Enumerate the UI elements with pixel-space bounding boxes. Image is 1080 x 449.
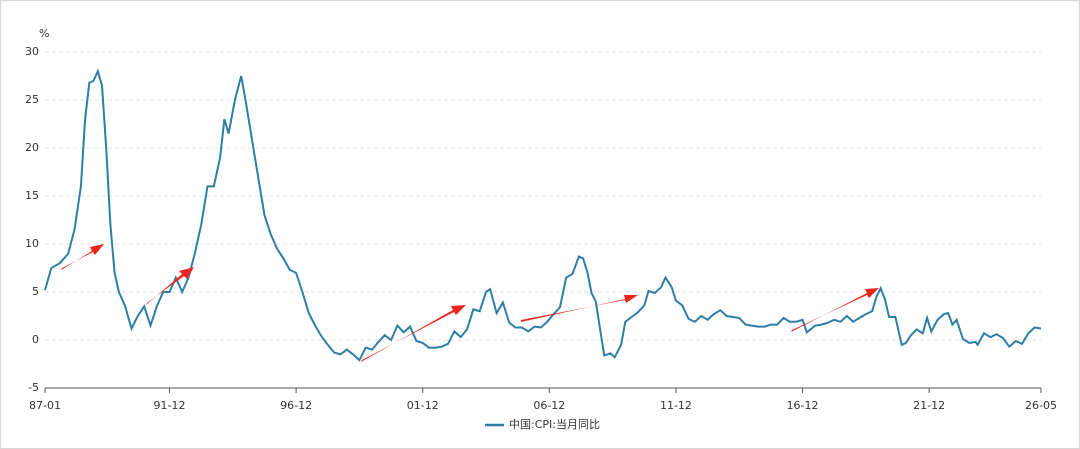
arrow [791,288,879,332]
y-tick-label: 25 [25,93,39,106]
y-tick-label: 15 [25,189,39,202]
y-tick-label: 30 [25,45,39,58]
x-tick-label: 16-12 [787,399,819,412]
x-tick-label: 87-01 [29,399,61,412]
legend-label: 中国:CPI:当月同比 [509,417,600,431]
arrow [61,244,104,270]
arrow [521,295,638,322]
arrow [361,305,466,362]
x-tick-label: 21-12 [913,399,945,412]
data-line [44,68,1042,362]
y-tick-label: 5 [32,285,39,298]
x-tick-label: 01-12 [407,399,439,412]
y-axis-unit: % [39,27,49,40]
x-tick-label: 26-05 [1025,399,1057,412]
y-tick-label: 20 [25,141,39,154]
x-tick-label: 06-12 [533,399,565,412]
arrow [146,267,194,305]
y-tick-label: 10 [25,237,39,250]
x-tick-label: 11-12 [660,399,692,412]
y-tick-label: -5 [28,381,39,394]
annotation-arrows [61,244,879,362]
y-tick-label: 0 [32,333,39,346]
x-tick-label: 96-12 [280,399,312,412]
x-tick-label: 91-12 [154,399,186,412]
